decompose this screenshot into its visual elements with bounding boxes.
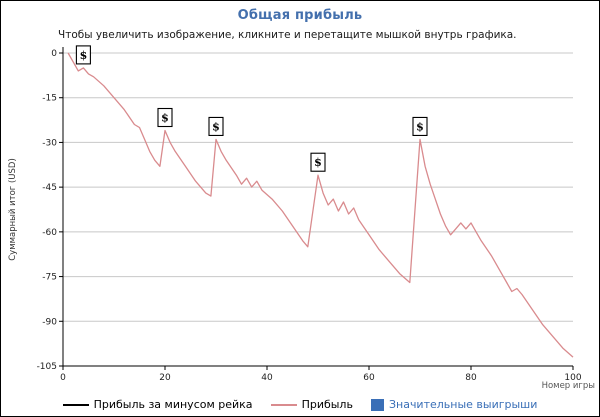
- legend-item-significant-wins: Значительные выигрыши: [370, 398, 538, 411]
- chart-legend: Прибыль за минусом рейка Прибыль Значите…: [1, 398, 599, 411]
- x-tick-label: 80: [465, 373, 477, 383]
- legend-label-profit: Прибыль: [301, 398, 353, 411]
- y-tick-label: -60: [42, 228, 57, 238]
- legend-item-net-profit: Прибыль за минусом рейка: [62, 398, 253, 411]
- legend-label-net-profit: Прибыль за минусом рейка: [93, 398, 253, 411]
- significant-win-marker: [412, 116, 428, 136]
- significant-win-marker: [310, 152, 326, 172]
- x-tick-label: 60: [363, 373, 375, 383]
- legend-label-significant-wins: Значительные выигрыши: [388, 398, 538, 411]
- dollar-sign-icon: $: [416, 120, 424, 133]
- dollar-sign-icon: $: [80, 49, 88, 62]
- y-tick-label: -90: [42, 317, 57, 327]
- significant-win-marker: [208, 116, 224, 136]
- significant-win-marker: [75, 45, 91, 65]
- y-axis-title: Суммарный итог (USD): [8, 158, 18, 261]
- chart-title: Общая прибыль: [237, 8, 363, 23]
- net-profit-line-icon: [62, 403, 89, 406]
- dollar-sign-icon: $: [212, 120, 220, 133]
- dollar-sign-icon: $: [314, 156, 322, 169]
- y-tick-label: -45: [42, 183, 57, 193]
- significant-win-box-icon: [370, 398, 384, 411]
- y-tick-label: 0: [51, 49, 57, 59]
- x-tick-label: 100: [564, 373, 581, 383]
- x-tick-label: 40: [261, 373, 273, 383]
- x-tick-label: 20: [159, 373, 171, 383]
- chart-subtitle: Чтобы увеличить изображение, кликните и …: [58, 29, 517, 41]
- significant-win-marker: [157, 107, 173, 128]
- x-axis-title: Номер игры: [542, 381, 595, 391]
- y-tick-label: -30: [42, 138, 57, 148]
- y-tick-label: -75: [42, 273, 57, 283]
- legend-item-profit: Прибыль: [270, 398, 353, 411]
- x-tick-label: 0: [60, 373, 66, 383]
- dollar-sign-icon: $: [161, 112, 169, 125]
- y-tick-label: -105: [37, 362, 57, 372]
- profit-line: [67, 52, 574, 358]
- y-tick-label: -15: [42, 94, 57, 104]
- profit-line-icon: [270, 403, 297, 406]
